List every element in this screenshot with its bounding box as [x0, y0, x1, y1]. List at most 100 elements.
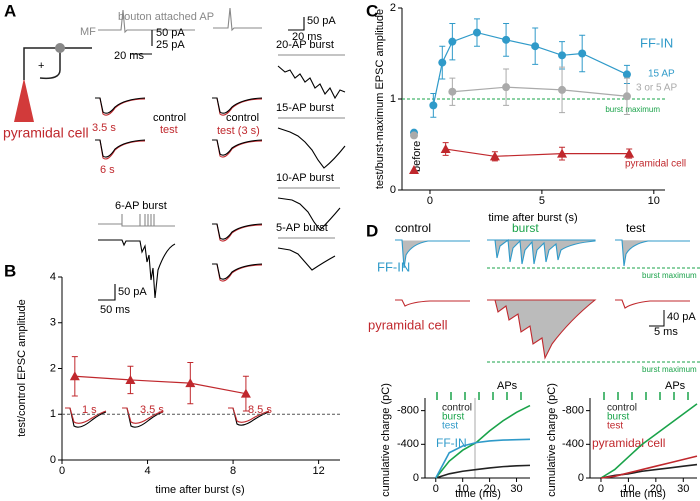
scale-label: 5 ms — [654, 326, 678, 338]
label: pyramidal cell — [368, 317, 448, 332]
scale-label: 50 pA — [156, 27, 185, 39]
label: 15-AP burst — [276, 102, 334, 114]
marker — [472, 28, 481, 37]
y-tick-label: -800 — [562, 405, 584, 417]
scale-label: 40 pA — [667, 311, 696, 323]
series-line — [445, 148, 630, 157]
legend-entry: 15 AP — [648, 69, 675, 80]
x-axis-label: time (ms) — [455, 488, 501, 500]
x-tick-label: 0 — [427, 195, 433, 207]
label: test — [626, 221, 646, 235]
scale-bar — [130, 30, 153, 55]
marker — [558, 85, 567, 94]
legend-entry: pyramidal cell — [625, 159, 686, 170]
ap-trace — [98, 9, 195, 34]
reference-label: burst maximum — [605, 105, 660, 114]
label: test (3 s) — [217, 125, 260, 137]
panel-label: C — [366, 1, 378, 20]
x-tick-label: 20 — [483, 483, 495, 495]
y-tick-label: -400 — [397, 438, 419, 450]
marker — [578, 49, 587, 58]
label: APs — [665, 380, 686, 392]
y-axis-label: test/control EPSC amplitude — [16, 299, 28, 437]
legend-entry: burst — [442, 412, 464, 423]
legend-entry: 3 or 5 AP — [636, 83, 677, 94]
label: burst — [512, 221, 539, 235]
label: test — [160, 124, 178, 136]
label: FF-IN — [640, 35, 673, 50]
label: 6 s — [100, 164, 115, 176]
ap-trace — [98, 214, 175, 227]
panel-label: A — [4, 1, 16, 20]
x-tick-label: 4 — [144, 465, 150, 477]
x-tick-label: 0 — [598, 483, 604, 495]
series-line — [74, 375, 247, 395]
x-axis-label: time after burst (s) — [488, 212, 577, 224]
ap-ticks — [436, 392, 689, 400]
legend-entry: control — [607, 403, 637, 414]
marker — [240, 388, 251, 398]
label: control — [153, 112, 186, 124]
scale-label: 50 pA — [307, 15, 336, 27]
label: 3.5 s — [92, 122, 116, 134]
scale-label: 20 ms — [292, 31, 322, 43]
marker — [125, 374, 136, 384]
chart-label: FF-IN — [436, 436, 467, 450]
scale-label: 20 ms — [114, 50, 144, 62]
x-tick-label: 0 — [433, 483, 439, 495]
scale-label: 25 pA — [156, 39, 185, 51]
y-tick-label: 0 — [50, 454, 56, 466]
x-tick-label: 10 — [457, 483, 469, 495]
connection — [23, 47, 92, 80]
marker — [429, 101, 438, 110]
legend-entry: control — [442, 403, 472, 414]
series-line — [600, 403, 698, 479]
inset-label: 8.5 s — [248, 404, 272, 416]
panel-label: D — [366, 221, 378, 240]
series-line — [600, 455, 698, 479]
x-tick-label: 5 — [539, 195, 545, 207]
y-tick-label: 4 — [50, 271, 56, 283]
marker — [409, 164, 419, 174]
y-tick-label: 3 — [50, 317, 56, 329]
label: burst maximum — [642, 365, 697, 374]
marker — [448, 37, 457, 46]
marker — [502, 35, 511, 44]
label: bouton attached AP — [118, 11, 214, 23]
series-line — [435, 464, 531, 479]
inset-label: 3.5 s — [140, 404, 164, 416]
cell-icon — [14, 78, 34, 122]
y-axis-label: test/burst-maximum EPSC amplitude — [374, 9, 386, 189]
legend-entry: burst — [607, 412, 629, 423]
sign: + — [38, 60, 44, 72]
series-line — [435, 404, 531, 479]
label: FF-IN — [377, 259, 410, 274]
x-axis-label: time after burst (s) — [155, 484, 244, 496]
label: APs — [497, 380, 518, 392]
label: 5-AP burst — [276, 222, 328, 234]
scale-label: 50 pA — [118, 286, 147, 298]
y-tick-label: 0 — [390, 184, 396, 196]
x-tick-label: 0 — [59, 465, 65, 477]
y-tick-label: -800 — [397, 405, 419, 417]
chart-label: pyramidal cell — [592, 436, 665, 450]
scale-bar — [288, 17, 305, 31]
series-line — [435, 438, 531, 479]
marker — [410, 131, 418, 140]
marker — [69, 371, 80, 381]
y-tick-label: 2 — [390, 2, 396, 14]
x-tick-label: 8 — [230, 465, 236, 477]
y-tick-label: 0 — [413, 472, 419, 484]
cell-label: pyramidal cell — [3, 125, 89, 141]
label: control — [226, 112, 259, 124]
marker — [448, 87, 457, 96]
y-axis-label: cumulative charge (pC) — [546, 383, 558, 497]
marker — [502, 83, 511, 92]
series-line — [452, 86, 628, 97]
x-tick-label: 20 — [650, 483, 662, 495]
label: burst maximum — [642, 271, 697, 280]
legend-entry: test — [607, 421, 623, 432]
inset-label: 1 s — [82, 404, 97, 416]
burst-traces — [277, 54, 346, 271]
x-tick-label: 10 — [622, 483, 634, 495]
